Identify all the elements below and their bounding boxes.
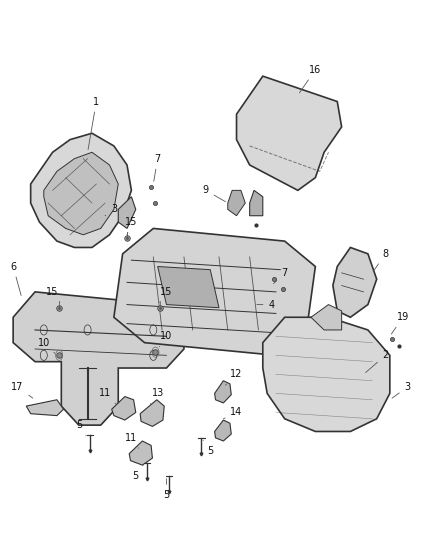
Polygon shape xyxy=(118,197,136,229)
Text: 15: 15 xyxy=(46,287,60,302)
Text: 11: 11 xyxy=(125,433,138,448)
Polygon shape xyxy=(263,317,390,432)
Text: 1: 1 xyxy=(88,96,99,150)
Polygon shape xyxy=(129,441,152,465)
Text: 5: 5 xyxy=(203,440,213,456)
Text: 10: 10 xyxy=(159,332,173,346)
Text: 3: 3 xyxy=(392,382,410,398)
Text: 19: 19 xyxy=(392,312,409,334)
Polygon shape xyxy=(215,420,231,441)
Polygon shape xyxy=(250,190,263,216)
Polygon shape xyxy=(31,133,131,247)
Text: 14: 14 xyxy=(223,407,243,419)
Polygon shape xyxy=(26,400,64,416)
Text: 7: 7 xyxy=(274,268,288,284)
Polygon shape xyxy=(228,190,245,216)
Text: 16: 16 xyxy=(300,65,321,93)
Text: 7: 7 xyxy=(154,154,161,181)
Text: 5: 5 xyxy=(163,479,170,500)
Text: 15: 15 xyxy=(159,287,173,302)
Polygon shape xyxy=(215,381,231,403)
Polygon shape xyxy=(114,229,315,356)
Text: 15: 15 xyxy=(125,217,138,235)
Text: 6: 6 xyxy=(10,262,21,296)
Polygon shape xyxy=(158,266,219,308)
Polygon shape xyxy=(112,397,136,420)
Polygon shape xyxy=(140,400,164,426)
Polygon shape xyxy=(13,292,184,425)
Text: 2: 2 xyxy=(366,350,389,373)
Polygon shape xyxy=(333,247,377,317)
Text: 11: 11 xyxy=(99,389,116,404)
Text: 12: 12 xyxy=(226,369,243,385)
Text: 3: 3 xyxy=(105,204,117,216)
Polygon shape xyxy=(311,304,342,330)
Text: 13: 13 xyxy=(151,389,164,404)
Text: 9: 9 xyxy=(203,185,226,201)
Polygon shape xyxy=(44,152,118,235)
Polygon shape xyxy=(237,76,342,190)
Text: 5: 5 xyxy=(76,420,86,435)
Text: 8: 8 xyxy=(374,249,389,271)
Text: 4: 4 xyxy=(257,300,275,310)
Text: 10: 10 xyxy=(38,337,55,353)
Text: 17: 17 xyxy=(11,382,33,398)
Text: 5: 5 xyxy=(133,465,143,481)
